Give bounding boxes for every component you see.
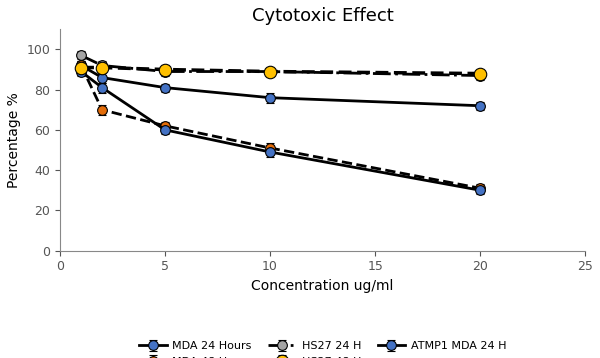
Legend: MDA 24 Hours, MDA 48 Hours, HS27 24 H, HS27 48 H, ATMP1 MDA 24 H: MDA 24 Hours, MDA 48 Hours, HS27 24 H, H… — [133, 336, 512, 358]
Title: Cytotoxic Effect: Cytotoxic Effect — [252, 7, 394, 25]
X-axis label: Concentration ug/ml: Concentration ug/ml — [251, 279, 394, 293]
Y-axis label: Percentage %: Percentage % — [7, 92, 21, 188]
